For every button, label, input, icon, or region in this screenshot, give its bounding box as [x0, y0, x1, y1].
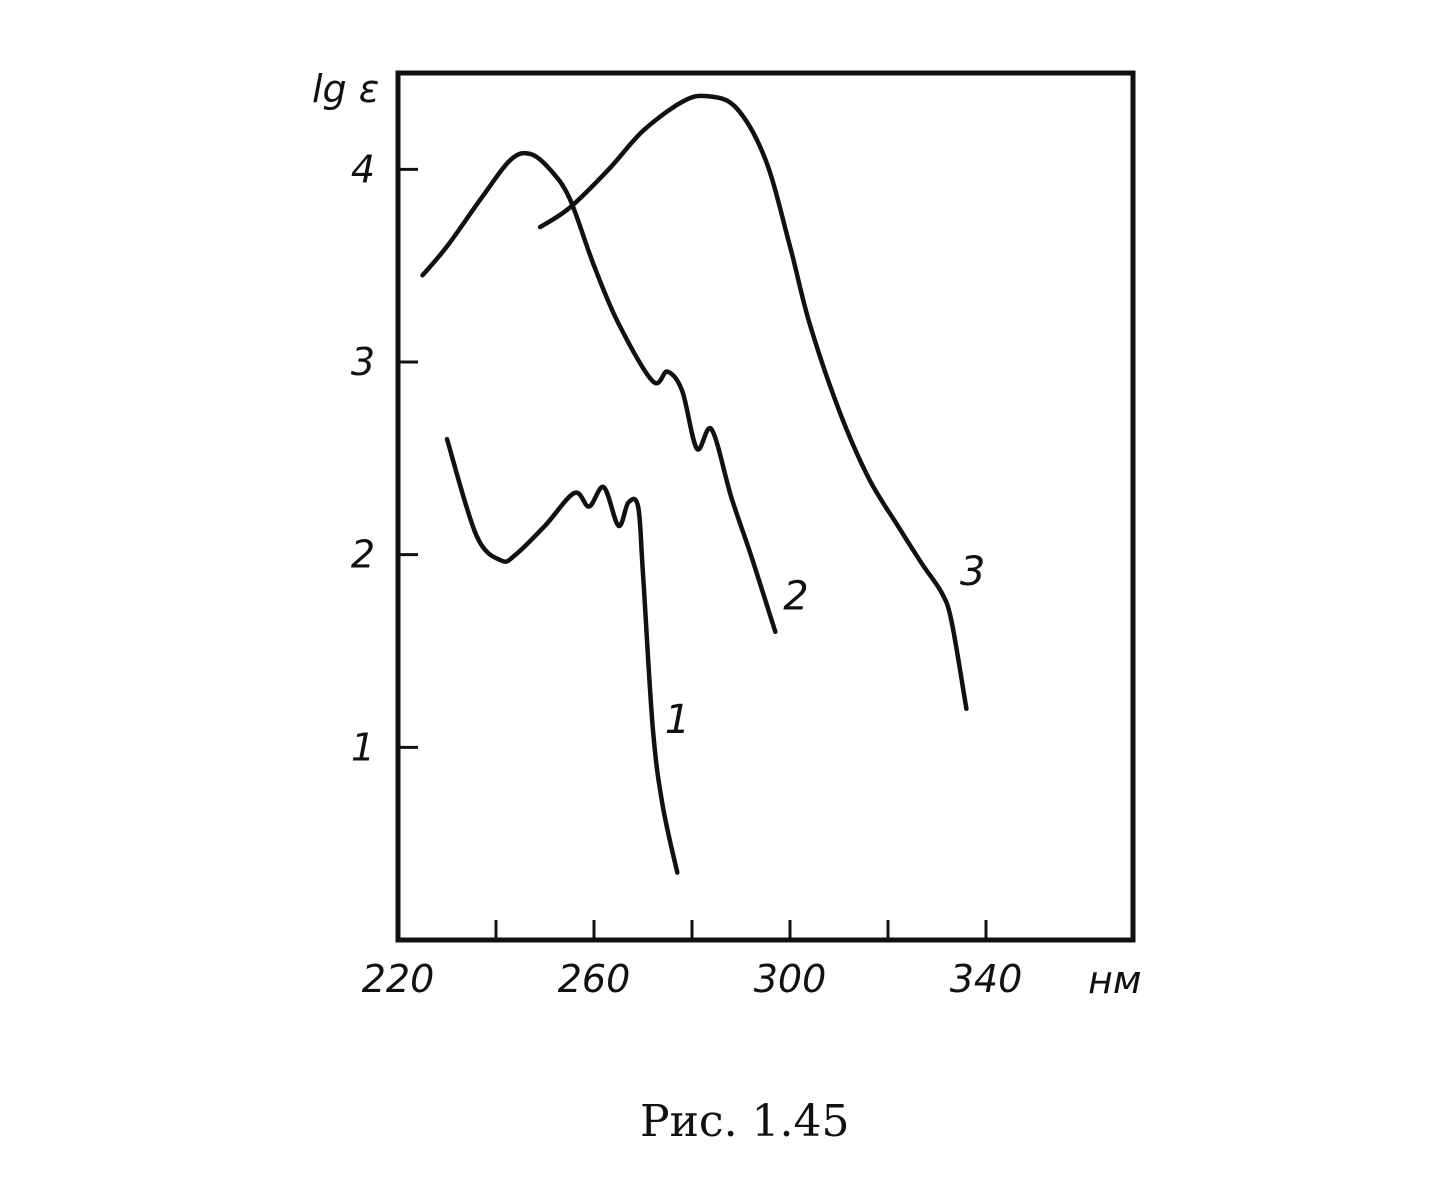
y-axis-label: lg ε: [312, 67, 379, 111]
curve-label-1: 1: [665, 697, 690, 743]
x-tick-label: 220: [362, 957, 435, 1001]
curve-2: [420, 150, 778, 634]
curve-label-2: 2: [783, 574, 808, 620]
x-tick-label: 340: [950, 957, 1023, 1001]
y-tick-label: 4: [351, 147, 375, 191]
curve-1: [444, 436, 680, 875]
figure-caption: Рис. 1.45: [640, 1096, 850, 1147]
x-axis-ticks: [396, 920, 988, 940]
x-tick-label: 300: [754, 957, 827, 1001]
curve-label-3: 3: [960, 549, 985, 595]
x-tick-label: 260: [558, 957, 631, 1001]
y-tick-label: 1: [351, 725, 375, 769]
x-axis-tick-labels: 220 260 300 340: [362, 957, 1023, 1001]
curve-labels: 1 2 3: [665, 549, 986, 743]
y-axis-ticks: [398, 167, 418, 749]
spectrum-curves: [420, 93, 969, 875]
plot-frame: [395, 70, 1136, 943]
y-tick-label: 3: [351, 340, 375, 384]
y-axis-tick-labels: 1 2 3 4: [351, 147, 375, 769]
x-axis-label: нм: [1088, 958, 1142, 1002]
curve-3: [537, 93, 969, 712]
y-tick-label: 2: [351, 533, 375, 577]
